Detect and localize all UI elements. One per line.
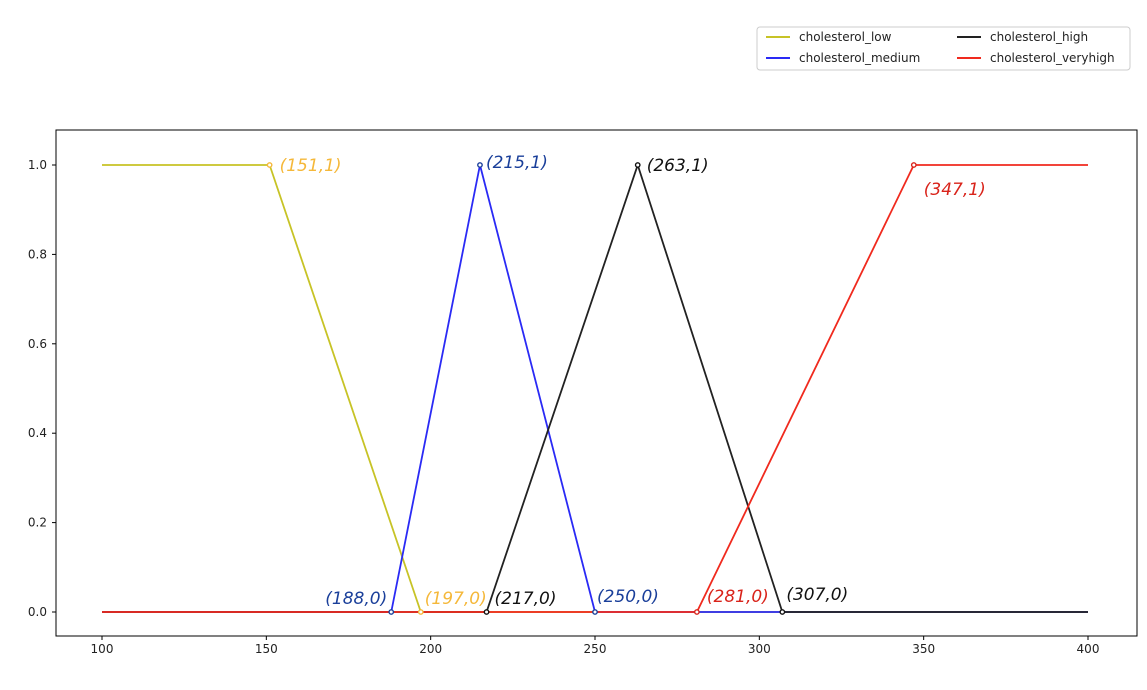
x-tick-label: 350 bbox=[912, 642, 935, 656]
y-tick-label: 1.0 bbox=[28, 158, 47, 172]
point-annotation: (215,1) bbox=[486, 153, 548, 173]
point-annotation: (307,0) bbox=[786, 585, 848, 605]
point-annotation: (151,1) bbox=[280, 156, 342, 176]
point-marker bbox=[779, 609, 786, 615]
plot-frame bbox=[55, 129, 1138, 637]
point-annotation: (263,1) bbox=[647, 156, 709, 176]
series-line-cholesterol_low bbox=[102, 164, 1088, 613]
legend-label: cholesterol_veryhigh bbox=[990, 51, 1115, 65]
x-tick-label: 250 bbox=[584, 642, 607, 656]
legend-box bbox=[756, 26, 1131, 71]
axis-ticks: 100 150 200 250 300 350 400 0.0 0.2 0.4 0.6 0.8 1.0 bbox=[28, 158, 1100, 656]
y-tick-label: 0.2 bbox=[28, 516, 47, 530]
point-annotation: (188,0) bbox=[325, 589, 387, 609]
legend-label: cholesterol_low bbox=[799, 30, 892, 44]
point-marker bbox=[634, 162, 641, 168]
point-annotation: (347,1) bbox=[924, 180, 986, 200]
legend: cholesterol_low cholesterol_medium cholest… bbox=[756, 26, 1131, 71]
point-annotation: (250,0) bbox=[597, 587, 659, 607]
legend-label: cholesterol_high bbox=[990, 30, 1088, 44]
point-annotation: (197,0) bbox=[425, 589, 487, 609]
point-marker bbox=[910, 162, 917, 168]
point-marker bbox=[417, 609, 424, 615]
x-tick-label: 150 bbox=[255, 642, 278, 656]
point-markers bbox=[266, 162, 917, 615]
point-marker bbox=[483, 609, 490, 615]
series-lines bbox=[102, 164, 1088, 613]
point-marker bbox=[693, 609, 700, 615]
series-line-cholesterol_veryhigh bbox=[102, 164, 1088, 613]
point-marker bbox=[592, 609, 598, 615]
point-annotations: (151,1) (215,1) (263,1) (347,1) (188,0) (197,… bbox=[280, 153, 986, 609]
point-marker bbox=[266, 162, 273, 168]
y-tick-label: 0.0 bbox=[28, 605, 47, 619]
x-tick-label: 100 bbox=[91, 642, 114, 656]
x-tick-label: 300 bbox=[748, 642, 771, 656]
series-line-cholesterol_medium bbox=[102, 164, 1088, 613]
series-line-cholesterol_high bbox=[102, 164, 1088, 613]
x-tick-label: 200 bbox=[419, 642, 442, 656]
x-tick-label: 400 bbox=[1077, 642, 1100, 656]
legend-label: cholesterol_medium bbox=[799, 51, 920, 65]
point-marker bbox=[477, 162, 483, 168]
y-tick-label: 0.4 bbox=[28, 426, 47, 440]
point-annotation: (281,0) bbox=[707, 587, 769, 607]
point-marker bbox=[388, 609, 395, 615]
y-tick-label: 0.6 bbox=[28, 337, 47, 351]
y-tick-label: 0.8 bbox=[28, 247, 47, 261]
point-annotation: (217,0) bbox=[495, 589, 557, 609]
